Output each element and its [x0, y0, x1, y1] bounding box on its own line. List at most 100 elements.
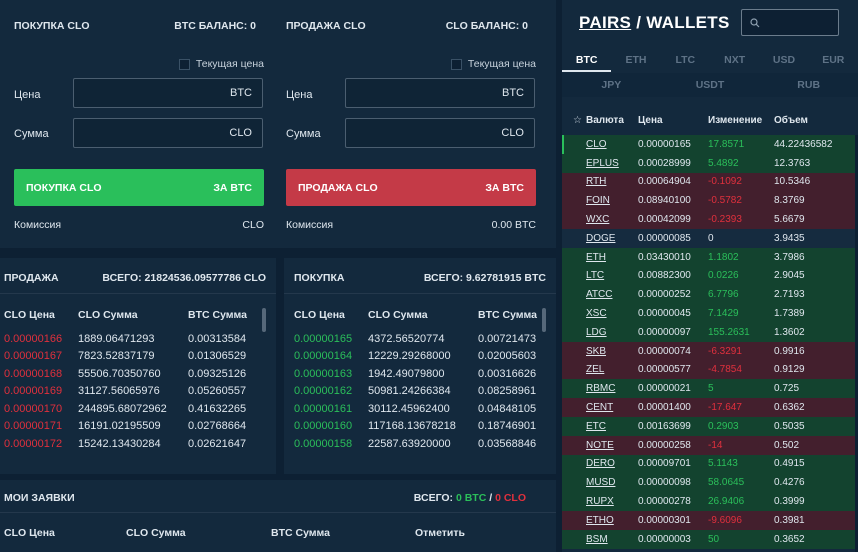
- buy-current-price-checkbox[interactable]: [178, 58, 190, 70]
- tab-eth[interactable]: ETH: [625, 54, 647, 66]
- pair-row[interactable]: ETC 0.00163699 0.2903 0.5035: [562, 416, 858, 436]
- search-input[interactable]: [741, 9, 839, 36]
- buy-price-input[interactable]: BTC: [73, 78, 263, 108]
- pair-row[interactable]: LDG 0.00000097 155.2631 1.3602: [562, 322, 858, 342]
- col-volume[interactable]: Объем: [774, 114, 808, 126]
- pair-row[interactable]: RUPX 0.00000278 26.9406 0.3999: [562, 492, 858, 511]
- sell-current-price-checkbox[interactable]: [450, 58, 462, 70]
- pair-price: 0.00001400: [638, 402, 691, 414]
- col-change[interactable]: Изменение: [708, 114, 763, 126]
- pair-symbol[interactable]: BSM: [586, 533, 608, 545]
- pair-row[interactable]: RBMC 0.00000021 5 0.725: [562, 379, 858, 399]
- col-currency[interactable]: Валюта: [586, 114, 624, 126]
- pair-volume: 5.6679: [774, 214, 805, 226]
- buy-amount-input[interactable]: CLO: [73, 118, 263, 148]
- order-row[interactable]: 0.00000167 7823.52837179 0.01306529: [4, 348, 266, 366]
- clo-balance: CLO БАЛАНС: 0: [445, 20, 528, 32]
- tab-btc[interactable]: BTC: [562, 48, 612, 72]
- pair-symbol[interactable]: RTH: [586, 176, 607, 188]
- pair-row[interactable]: EPLUS 0.00028999 5.4892 12.3763: [562, 153, 858, 173]
- pair-volume: 1.3602: [774, 326, 805, 338]
- order-row[interactable]: 0.00000160 117168.13678218 0.18746901: [294, 418, 546, 436]
- wallets-link[interactable]: / WALLETS: [631, 13, 730, 32]
- order-price: 0.00000169: [4, 385, 63, 398]
- sell-price-input[interactable]: BTC: [345, 78, 535, 108]
- pair-row[interactable]: CENT 0.00001400 -17.647 0.6362: [562, 398, 858, 417]
- pair-row[interactable]: LTC 0.00882300 0.0226 2.9045: [562, 266, 858, 286]
- tab-nxt[interactable]: NXT: [724, 54, 746, 66]
- tab-usd[interactable]: USD: [772, 54, 796, 66]
- order-row[interactable]: 0.00000170 244895.68072962 0.41632265: [4, 400, 266, 418]
- pair-symbol[interactable]: XSC: [586, 308, 607, 320]
- star-icon[interactable]: ☆: [573, 114, 582, 126]
- order-row[interactable]: 0.00000172 15242.13430284 0.02621647: [4, 435, 266, 453]
- pairs-scrollbar[interactable]: [855, 135, 858, 552]
- order-row[interactable]: 0.00000171 16191.02195509 0.02768664: [4, 418, 266, 436]
- order-row[interactable]: 0.00000163 1942.49079800 0.00316626: [294, 365, 546, 383]
- pair-row[interactable]: RTH 0.00064904 -0.1092 10.5346: [562, 172, 858, 192]
- pair-row[interactable]: ETHO 0.00000301 -9.6096 0.3981: [562, 510, 858, 530]
- pair-row[interactable]: CLO 0.00000165 17.8571 44.22436582: [562, 135, 858, 154]
- pair-row[interactable]: DERO 0.00009701 5.1143 0.4915: [562, 454, 858, 474]
- sell-form-title: ПРОДАЖА CLO: [286, 20, 366, 32]
- sell-button[interactable]: ПРОДАЖА CLO ЗА BTC: [286, 169, 536, 206]
- pair-symbol[interactable]: NOTE: [586, 439, 614, 451]
- pair-row[interactable]: DOGE 0.00000085 0 3.9435: [562, 228, 858, 248]
- col-price[interactable]: Цена: [638, 114, 663, 126]
- order-total: 0.02768664: [188, 420, 247, 433]
- tab-usdt[interactable]: USDT: [695, 79, 725, 91]
- tab-rub[interactable]: RUB: [797, 79, 821, 91]
- order-price: 0.00000161: [294, 402, 353, 415]
- sell-amount-unit: CLO: [501, 127, 524, 139]
- order-row[interactable]: 0.00000158 22587.63920000 0.03568846: [294, 435, 546, 453]
- pair-row[interactable]: ATCC 0.00000252 6.7796 2.7193: [562, 285, 858, 305]
- pair-symbol[interactable]: DERO: [586, 458, 615, 470]
- pair-symbol[interactable]: RUPX: [586, 496, 614, 508]
- buy-current-price-toggle[interactable]: Текущая цена: [178, 58, 264, 70]
- pairs-link[interactable]: PAIRS: [579, 13, 632, 32]
- order-row[interactable]: 0.00000165 4372.56520774 0.00721473: [294, 330, 546, 348]
- pair-symbol[interactable]: LDG: [586, 326, 607, 338]
- pair-symbol[interactable]: MUSD: [586, 477, 616, 489]
- order-total: 0.09325126: [188, 367, 247, 380]
- pair-symbol[interactable]: FOIN: [586, 195, 610, 207]
- order-row[interactable]: 0.00000161 30112.45962400 0.04848105: [294, 400, 546, 418]
- tab-eur[interactable]: EUR: [822, 54, 845, 66]
- tab-jpy[interactable]: JPY: [601, 79, 622, 91]
- pair-symbol[interactable]: ETHO: [586, 514, 614, 526]
- pair-row[interactable]: ETH 0.03430010 1.1802 3.7986: [562, 247, 858, 267]
- pair-symbol[interactable]: CLO: [586, 138, 607, 150]
- pair-symbol[interactable]: SKB: [586, 345, 607, 357]
- pair-row[interactable]: NOTE 0.00000258 -14 0.502: [562, 435, 858, 455]
- order-row[interactable]: 0.00000168 55506.70350760 0.09325126: [4, 365, 266, 383]
- tab-ltc[interactable]: LTC: [675, 54, 696, 66]
- pair-symbol[interactable]: CENT: [586, 402, 614, 414]
- pair-symbol[interactable]: DOGE: [586, 232, 616, 244]
- pair-symbol[interactable]: EPLUS: [586, 157, 619, 169]
- pair-row-marker: [562, 530, 586, 549]
- pair-row[interactable]: SKB 0.00000074 -6.3291 0.9916: [562, 341, 858, 361]
- sell-amount-input[interactable]: CLO: [345, 118, 535, 148]
- pair-row[interactable]: ZEL 0.00000577 -4.7854 0.9129: [562, 360, 858, 380]
- buy-book-scrollbar[interactable]: [542, 308, 546, 332]
- sell-book-scrollbar[interactable]: [262, 308, 266, 332]
- pair-row[interactable]: FOIN 0.08940100 -0.5782 8.3769: [562, 191, 858, 211]
- pair-symbol[interactable]: ETH: [586, 251, 606, 263]
- pair-symbol[interactable]: LTC: [586, 270, 605, 282]
- pair-symbol[interactable]: ATCC: [586, 289, 613, 301]
- sell-price-unit: BTC: [502, 87, 524, 99]
- pair-row[interactable]: MUSD 0.00000098 58.0645 0.4276: [562, 473, 858, 493]
- pair-symbol[interactable]: WXC: [586, 214, 610, 226]
- buy-button[interactable]: ПОКУПКА CLO ЗА BTC: [14, 169, 264, 206]
- pair-symbol[interactable]: ZEL: [586, 364, 605, 376]
- pair-symbol[interactable]: RBMC: [586, 383, 616, 395]
- pair-row[interactable]: BSM 0.00000003 50 0.3652: [562, 529, 858, 549]
- pair-row[interactable]: WXC 0.00042099 -0.2393 5.6679: [562, 210, 858, 229]
- pair-row[interactable]: XSC 0.00000045 7.1429 1.7389: [562, 304, 858, 323]
- pair-symbol[interactable]: ETC: [586, 420, 606, 432]
- order-row[interactable]: 0.00000164 12229.29268000 0.02005603: [294, 348, 546, 366]
- order-row[interactable]: 0.00000162 50981.24266384 0.08258961: [294, 383, 546, 401]
- sell-current-price-toggle[interactable]: Текущая цена: [450, 58, 536, 70]
- order-row[interactable]: 0.00000169 31127.56065976 0.05260557: [4, 383, 266, 401]
- order-row[interactable]: 0.00000166 1889.06471293 0.00313584: [4, 330, 266, 348]
